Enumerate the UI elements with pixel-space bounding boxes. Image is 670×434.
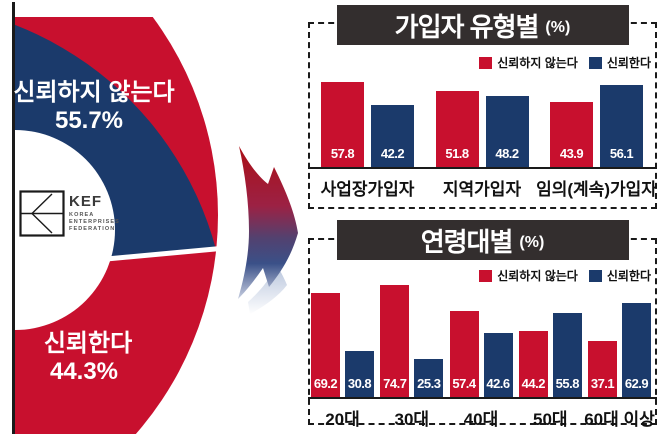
legend-distrust-label: 신뢰하지 않는다 [497,269,578,283]
chart-title-unit: (%) [545,19,571,36]
donut-distrust-label: 신뢰하지 않는다 [13,79,175,106]
bar-trust: 42.6 [483,333,513,397]
bar-value-label: 57.8 [330,146,355,161]
bar-value-label: 57.4 [452,376,476,391]
kef-logo-sub1: KOREA [69,212,95,218]
kef-logo-sub3: FEDERATION [69,226,116,232]
bar-distrust: 37.1 [588,341,617,397]
kef-logo-name: KEF [69,193,102,210]
bar-distrust: 69.2 [311,293,340,397]
legend-trust-label: 신뢰한다 [606,269,651,283]
bar-value-label: 69.2 [313,376,338,391]
left-axis-line [12,2,15,434]
category-label: 사업장가입자 [320,180,415,199]
legend-trust-swatch-icon [588,269,602,282]
bar-distrust: 57.8 [321,82,364,167]
category-label: 60대 이상 [584,410,655,429]
chart-legend: 신뢰하지 않는다 신뢰한다 [479,267,651,284]
chart-title: 가입자 유형별 [394,11,540,42]
category-label: 40대 [463,410,499,429]
chart-legend: 신뢰하지 않는다 신뢰한다 [479,54,651,71]
transition-arrow-icon [238,146,298,314]
donut-trust-value: 44.3% [49,358,119,385]
kef-logo: KEF KOREA ENTERPRISES FEDERATION [19,190,129,237]
x-axis-line [308,167,657,169]
chart-title-bar: 연령대별 (%) [336,220,629,260]
category-label: 지역가입자 [442,180,522,199]
category-label: 30대 [394,410,430,429]
category-label: 50대 [533,410,568,429]
donut-distrust-value: 55.7% [54,107,124,134]
bar-trust: 56.1 [600,85,643,167]
category-label: 20대 [325,410,360,429]
chart-box-age-group: 연령대별 (%) 신뢰하지 않는다 신뢰한다 69.2 30.8 20대 74.7 25… [308,220,657,429]
bar-trust: 48.2 [485,96,529,167]
bar-value-label: 42.2 [380,146,405,161]
bar-value-label: 37.1 [590,376,615,391]
bar-trust: 55.8 [552,313,582,397]
legend-distrust-swatch-icon [479,56,493,69]
category-label: 임의(계속)가입자 [536,180,657,199]
bar-trust: 42.2 [371,105,414,167]
legend-trust-swatch-icon [588,56,602,69]
bar-trust: 62.9 [622,303,651,397]
bar-value-label: 43.9 [559,146,584,161]
legend-trust-label: 신뢰한다 [606,56,651,70]
legend-distrust-swatch-icon [479,269,493,282]
kef-logo-sub2: ENTERPRISES [69,219,120,225]
kef-logo-mark-icon [19,190,65,237]
chart-title: 연령대별 [420,226,514,257]
bar-value-label: 25.3 [417,376,441,391]
legend-distrust-label: 신뢰하지 않는다 [497,56,578,70]
bar-value-label: 44.2 [521,376,546,391]
bar-value-label: 62.9 [624,376,649,391]
bar-distrust: 57.4 [449,311,479,397]
kef-logo-text: KEF KOREA ENTERPRISES FEDERATION [69,190,120,233]
chart-title-bar: 가입자 유형별 (%) [336,5,629,45]
bar-trust: 30.8 [345,351,374,397]
bar-value-label: 74.7 [383,376,407,391]
bar-value-label: 56.1 [609,146,634,161]
bar-value-label: 30.8 [347,376,372,391]
bar-distrust: 44.2 [518,331,548,397]
chart-title-unit: (%) [519,234,545,251]
bar-value-label: 42.6 [486,376,510,391]
bar-distrust: 51.8 [435,91,479,167]
bar-trust: 25.3 [414,359,444,397]
bar-value-label: 55.8 [555,376,580,391]
bar-value-label: 48.2 [495,146,519,161]
donut-trust-label: 신뢰한다 [43,330,133,357]
bar-value-label: 51.8 [445,146,469,161]
bar-distrust: 43.9 [550,102,593,167]
chart-box-subscriber-type: 가입자 유형별 (%) 신뢰하지 않는다 신뢰한다 57.8 42.2 사업장가입자… [308,5,657,209]
x-axis-line [308,397,657,399]
bar-distrust: 74.7 [380,285,410,397]
